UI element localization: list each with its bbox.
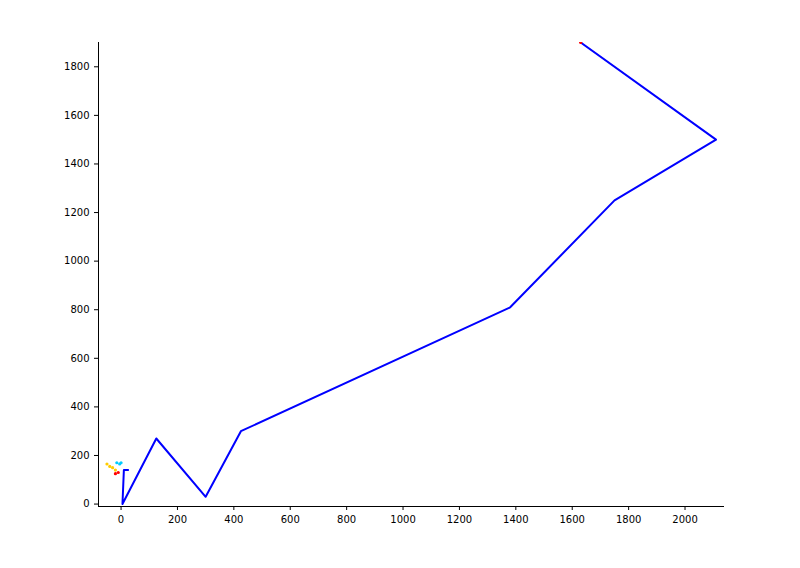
svg-text:400: 400 — [224, 514, 243, 525]
svg-text:0: 0 — [83, 498, 89, 509]
svg-text:200: 200 — [168, 514, 187, 525]
svg-text:200: 200 — [70, 450, 89, 461]
svg-text:1600: 1600 — [560, 514, 585, 525]
svg-text:1800: 1800 — [616, 514, 641, 525]
svg-text:600: 600 — [70, 353, 89, 364]
svg-text:1800: 1800 — [64, 61, 89, 72]
svg-text:800: 800 — [70, 304, 89, 315]
svg-text:1000: 1000 — [390, 514, 415, 525]
svg-text:600: 600 — [281, 514, 300, 525]
svg-text:1600: 1600 — [64, 110, 89, 121]
svg-text:0: 0 — [118, 514, 124, 525]
svg-text:1000: 1000 — [64, 255, 89, 266]
svg-text:1200: 1200 — [447, 514, 472, 525]
svg-text:1400: 1400 — [64, 158, 89, 169]
svg-text:2000: 2000 — [672, 514, 697, 525]
svg-text:800: 800 — [337, 514, 356, 525]
svg-text:400: 400 — [70, 401, 89, 412]
svg-text:1400: 1400 — [503, 514, 528, 525]
svg-text:1200: 1200 — [64, 207, 89, 218]
